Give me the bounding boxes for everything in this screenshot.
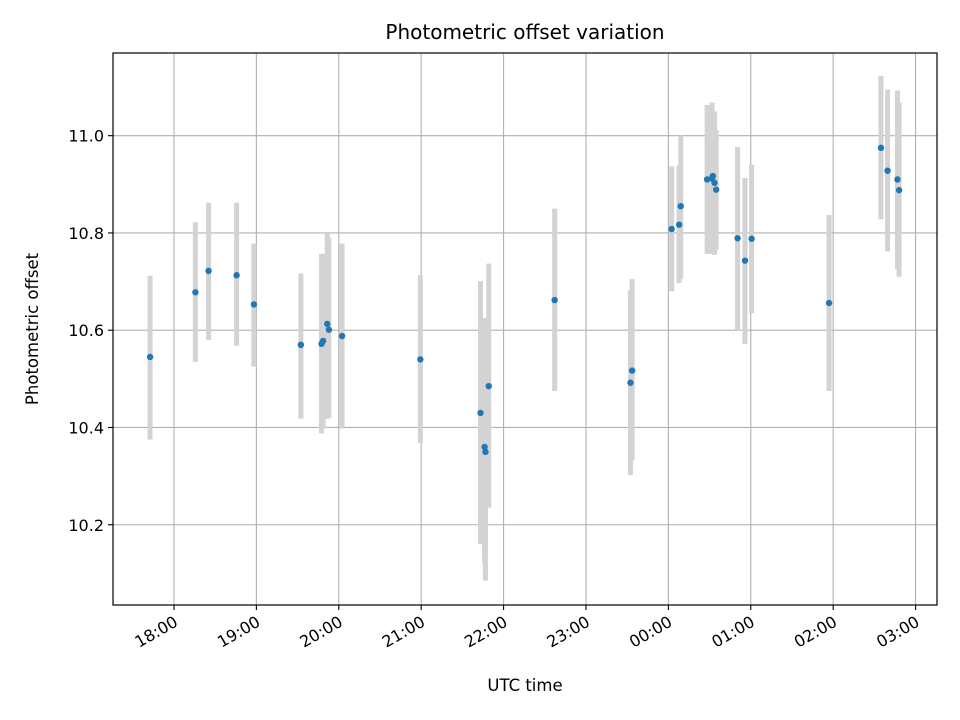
data-point: [205, 267, 212, 275]
data-point: [338, 332, 346, 340]
data-point: [895, 186, 903, 194]
data-point: [677, 202, 684, 210]
data-point: [894, 176, 901, 183]
data-points: [146, 144, 903, 456]
data-point: [628, 367, 636, 374]
data-point: [627, 379, 634, 386]
data-point: [324, 320, 331, 328]
data-point: [481, 443, 488, 451]
data-point: [319, 337, 327, 345]
data-point: [712, 186, 720, 193]
data-point: [233, 272, 240, 279]
y-axis-label: Photometric offset: [23, 252, 42, 405]
data-point: [297, 341, 305, 349]
y-tick-label: 10.6: [68, 321, 104, 340]
grid: [113, 53, 937, 605]
data-point: [734, 235, 741, 242]
data-point: [884, 167, 891, 174]
data-point: [711, 179, 718, 187]
y-tick-label: 11.0: [68, 127, 104, 146]
y-tick-label: 10.8: [68, 224, 104, 243]
data-point: [417, 356, 424, 363]
data-point: [703, 176, 711, 183]
chart-title: Photometric offset variation: [385, 20, 664, 44]
y-axis-ticks: 10.2 10.4 10.6 10.8 11.0: [68, 127, 113, 535]
data-point: [748, 235, 755, 242]
data-point: [325, 326, 333, 333]
data-point: [877, 144, 885, 152]
plot-frame: [112, 52, 938, 606]
data-point: [551, 296, 558, 304]
data-point: [675, 221, 683, 228]
data-point: [482, 448, 489, 456]
data-point: [250, 301, 258, 308]
data-point: [146, 353, 154, 361]
data-point: [668, 225, 675, 233]
data-point: [709, 172, 717, 180]
data-point: [825, 299, 833, 307]
data-point: [192, 289, 199, 296]
data-point: [477, 409, 484, 417]
x-axis-label: UTC time: [487, 676, 562, 695]
data-point: [741, 257, 749, 264]
y-tick-label: 10.4: [68, 418, 104, 437]
y-tick-label: 10.2: [68, 516, 104, 535]
data-point: [485, 382, 492, 390]
